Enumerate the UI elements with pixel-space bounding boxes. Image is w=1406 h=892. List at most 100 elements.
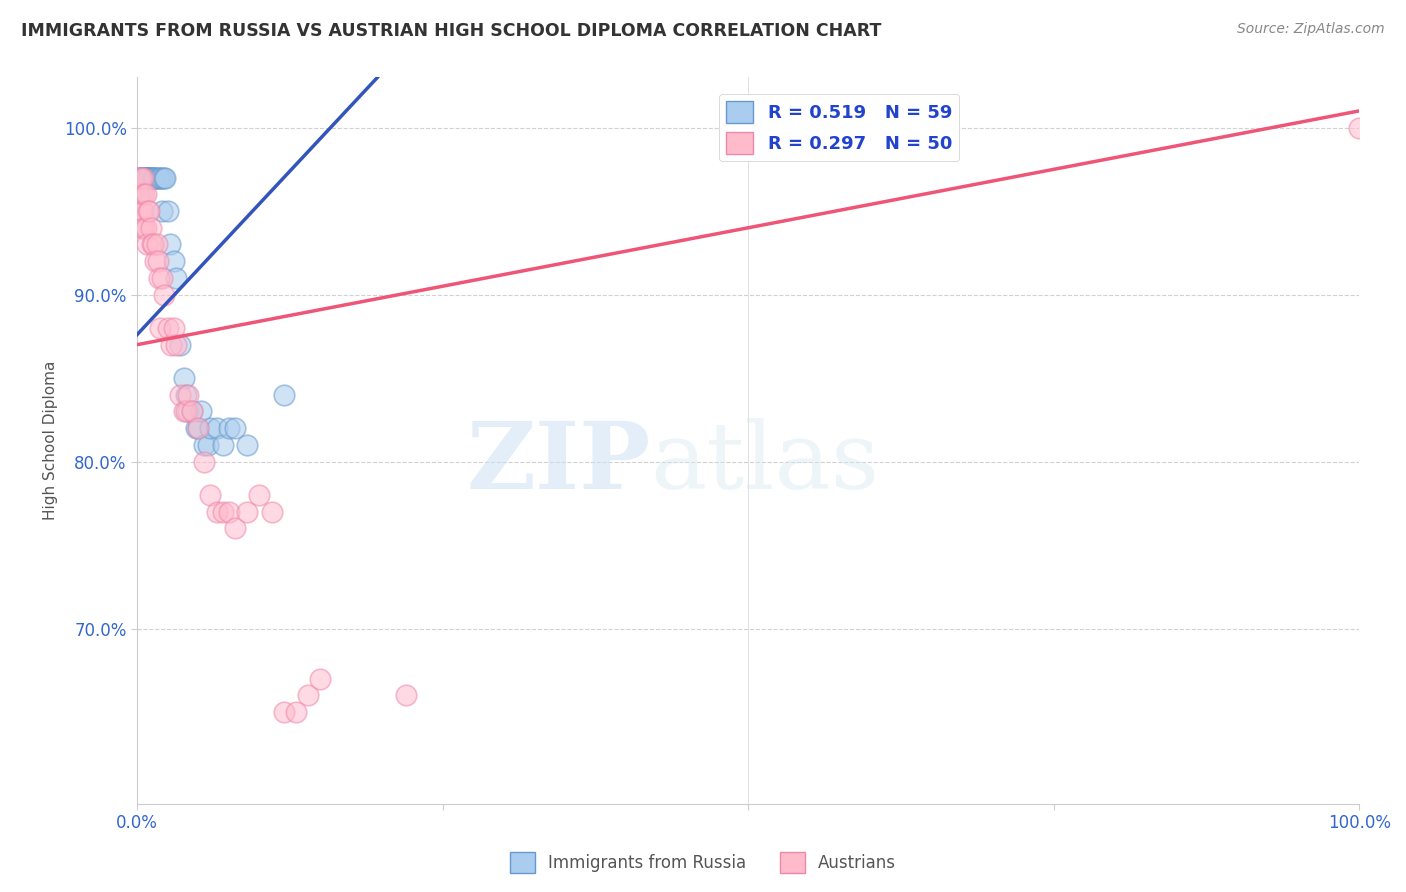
- Point: [153, 287, 176, 301]
- Point: [156, 321, 179, 335]
- Point: [173, 404, 195, 418]
- Point: [129, 170, 152, 185]
- Point: [134, 187, 156, 202]
- Point: [135, 170, 157, 185]
- Point: [127, 187, 149, 202]
- Point: [193, 438, 215, 452]
- Point: [149, 321, 172, 335]
- Point: [145, 237, 167, 252]
- Point: [129, 204, 152, 219]
- Point: [134, 170, 156, 185]
- Point: [309, 672, 332, 686]
- Point: [163, 254, 186, 268]
- Point: [224, 521, 246, 535]
- Point: [129, 170, 152, 185]
- Point: [135, 237, 157, 252]
- Point: [129, 170, 152, 185]
- Point: [148, 271, 170, 285]
- Point: [1348, 120, 1371, 135]
- Point: [142, 170, 165, 185]
- Point: [181, 404, 204, 418]
- Point: [134, 170, 156, 185]
- Point: [211, 505, 233, 519]
- Point: [174, 404, 197, 418]
- Point: [177, 388, 200, 402]
- Point: [297, 689, 319, 703]
- Point: [136, 170, 159, 185]
- Point: [150, 170, 173, 185]
- Point: [134, 220, 156, 235]
- Point: [197, 438, 219, 452]
- Point: [136, 204, 159, 219]
- Point: [159, 237, 181, 252]
- Legend: R = 0.519   N = 59, R = 0.297   N = 50: R = 0.519 N = 59, R = 0.297 N = 50: [718, 94, 959, 161]
- Point: [146, 170, 169, 185]
- Point: [200, 488, 222, 502]
- Point: [211, 438, 233, 452]
- Point: [132, 204, 155, 219]
- Point: [149, 170, 172, 185]
- Point: [128, 170, 150, 185]
- Point: [150, 204, 173, 219]
- Point: [181, 404, 204, 418]
- Point: [139, 220, 162, 235]
- Point: [156, 204, 179, 219]
- Point: [132, 170, 155, 185]
- Point: [138, 204, 160, 219]
- Point: [224, 421, 246, 435]
- Point: [141, 170, 163, 185]
- Point: [131, 170, 153, 185]
- Point: [131, 187, 153, 202]
- Text: IMMIGRANTS FROM RUSSIA VS AUSTRIAN HIGH SCHOOL DIPLOMA CORRELATION CHART: IMMIGRANTS FROM RUSSIA VS AUSTRIAN HIGH …: [21, 22, 882, 40]
- Point: [187, 421, 209, 435]
- Point: [177, 404, 200, 418]
- Point: [184, 421, 207, 435]
- Text: Source: ZipAtlas.com: Source: ZipAtlas.com: [1237, 22, 1385, 37]
- Point: [128, 170, 150, 185]
- Point: [150, 271, 173, 285]
- Point: [205, 421, 228, 435]
- Point: [132, 170, 155, 185]
- Point: [129, 170, 152, 185]
- Point: [131, 220, 153, 235]
- Point: [165, 337, 187, 351]
- Legend: Immigrants from Russia, Austrians: Immigrants from Russia, Austrians: [503, 846, 903, 880]
- Point: [395, 689, 418, 703]
- Point: [153, 170, 176, 185]
- Point: [135, 170, 157, 185]
- Point: [163, 321, 186, 335]
- Point: [127, 170, 149, 185]
- Point: [273, 705, 295, 719]
- Point: [187, 421, 209, 435]
- Point: [273, 388, 295, 402]
- Point: [218, 421, 240, 435]
- Point: [165, 271, 187, 285]
- Point: [131, 170, 153, 185]
- Point: [236, 505, 259, 519]
- Point: [155, 170, 177, 185]
- Point: [138, 170, 160, 185]
- Point: [132, 170, 155, 185]
- Point: [138, 170, 160, 185]
- Point: [218, 505, 240, 519]
- Point: [134, 170, 156, 185]
- Point: [236, 438, 259, 452]
- Point: [135, 170, 157, 185]
- Point: [200, 421, 222, 435]
- Point: [136, 170, 159, 185]
- Y-axis label: High School Diploma: High School Diploma: [44, 361, 58, 520]
- Point: [247, 488, 270, 502]
- Point: [142, 237, 165, 252]
- Point: [169, 337, 191, 351]
- Point: [141, 170, 163, 185]
- Point: [135, 187, 157, 202]
- Point: [128, 187, 150, 202]
- Point: [141, 237, 163, 252]
- Point: [135, 170, 157, 185]
- Point: [148, 170, 170, 185]
- Point: [160, 337, 183, 351]
- Point: [143, 170, 166, 185]
- Point: [138, 170, 160, 185]
- Point: [169, 388, 191, 402]
- Point: [145, 170, 167, 185]
